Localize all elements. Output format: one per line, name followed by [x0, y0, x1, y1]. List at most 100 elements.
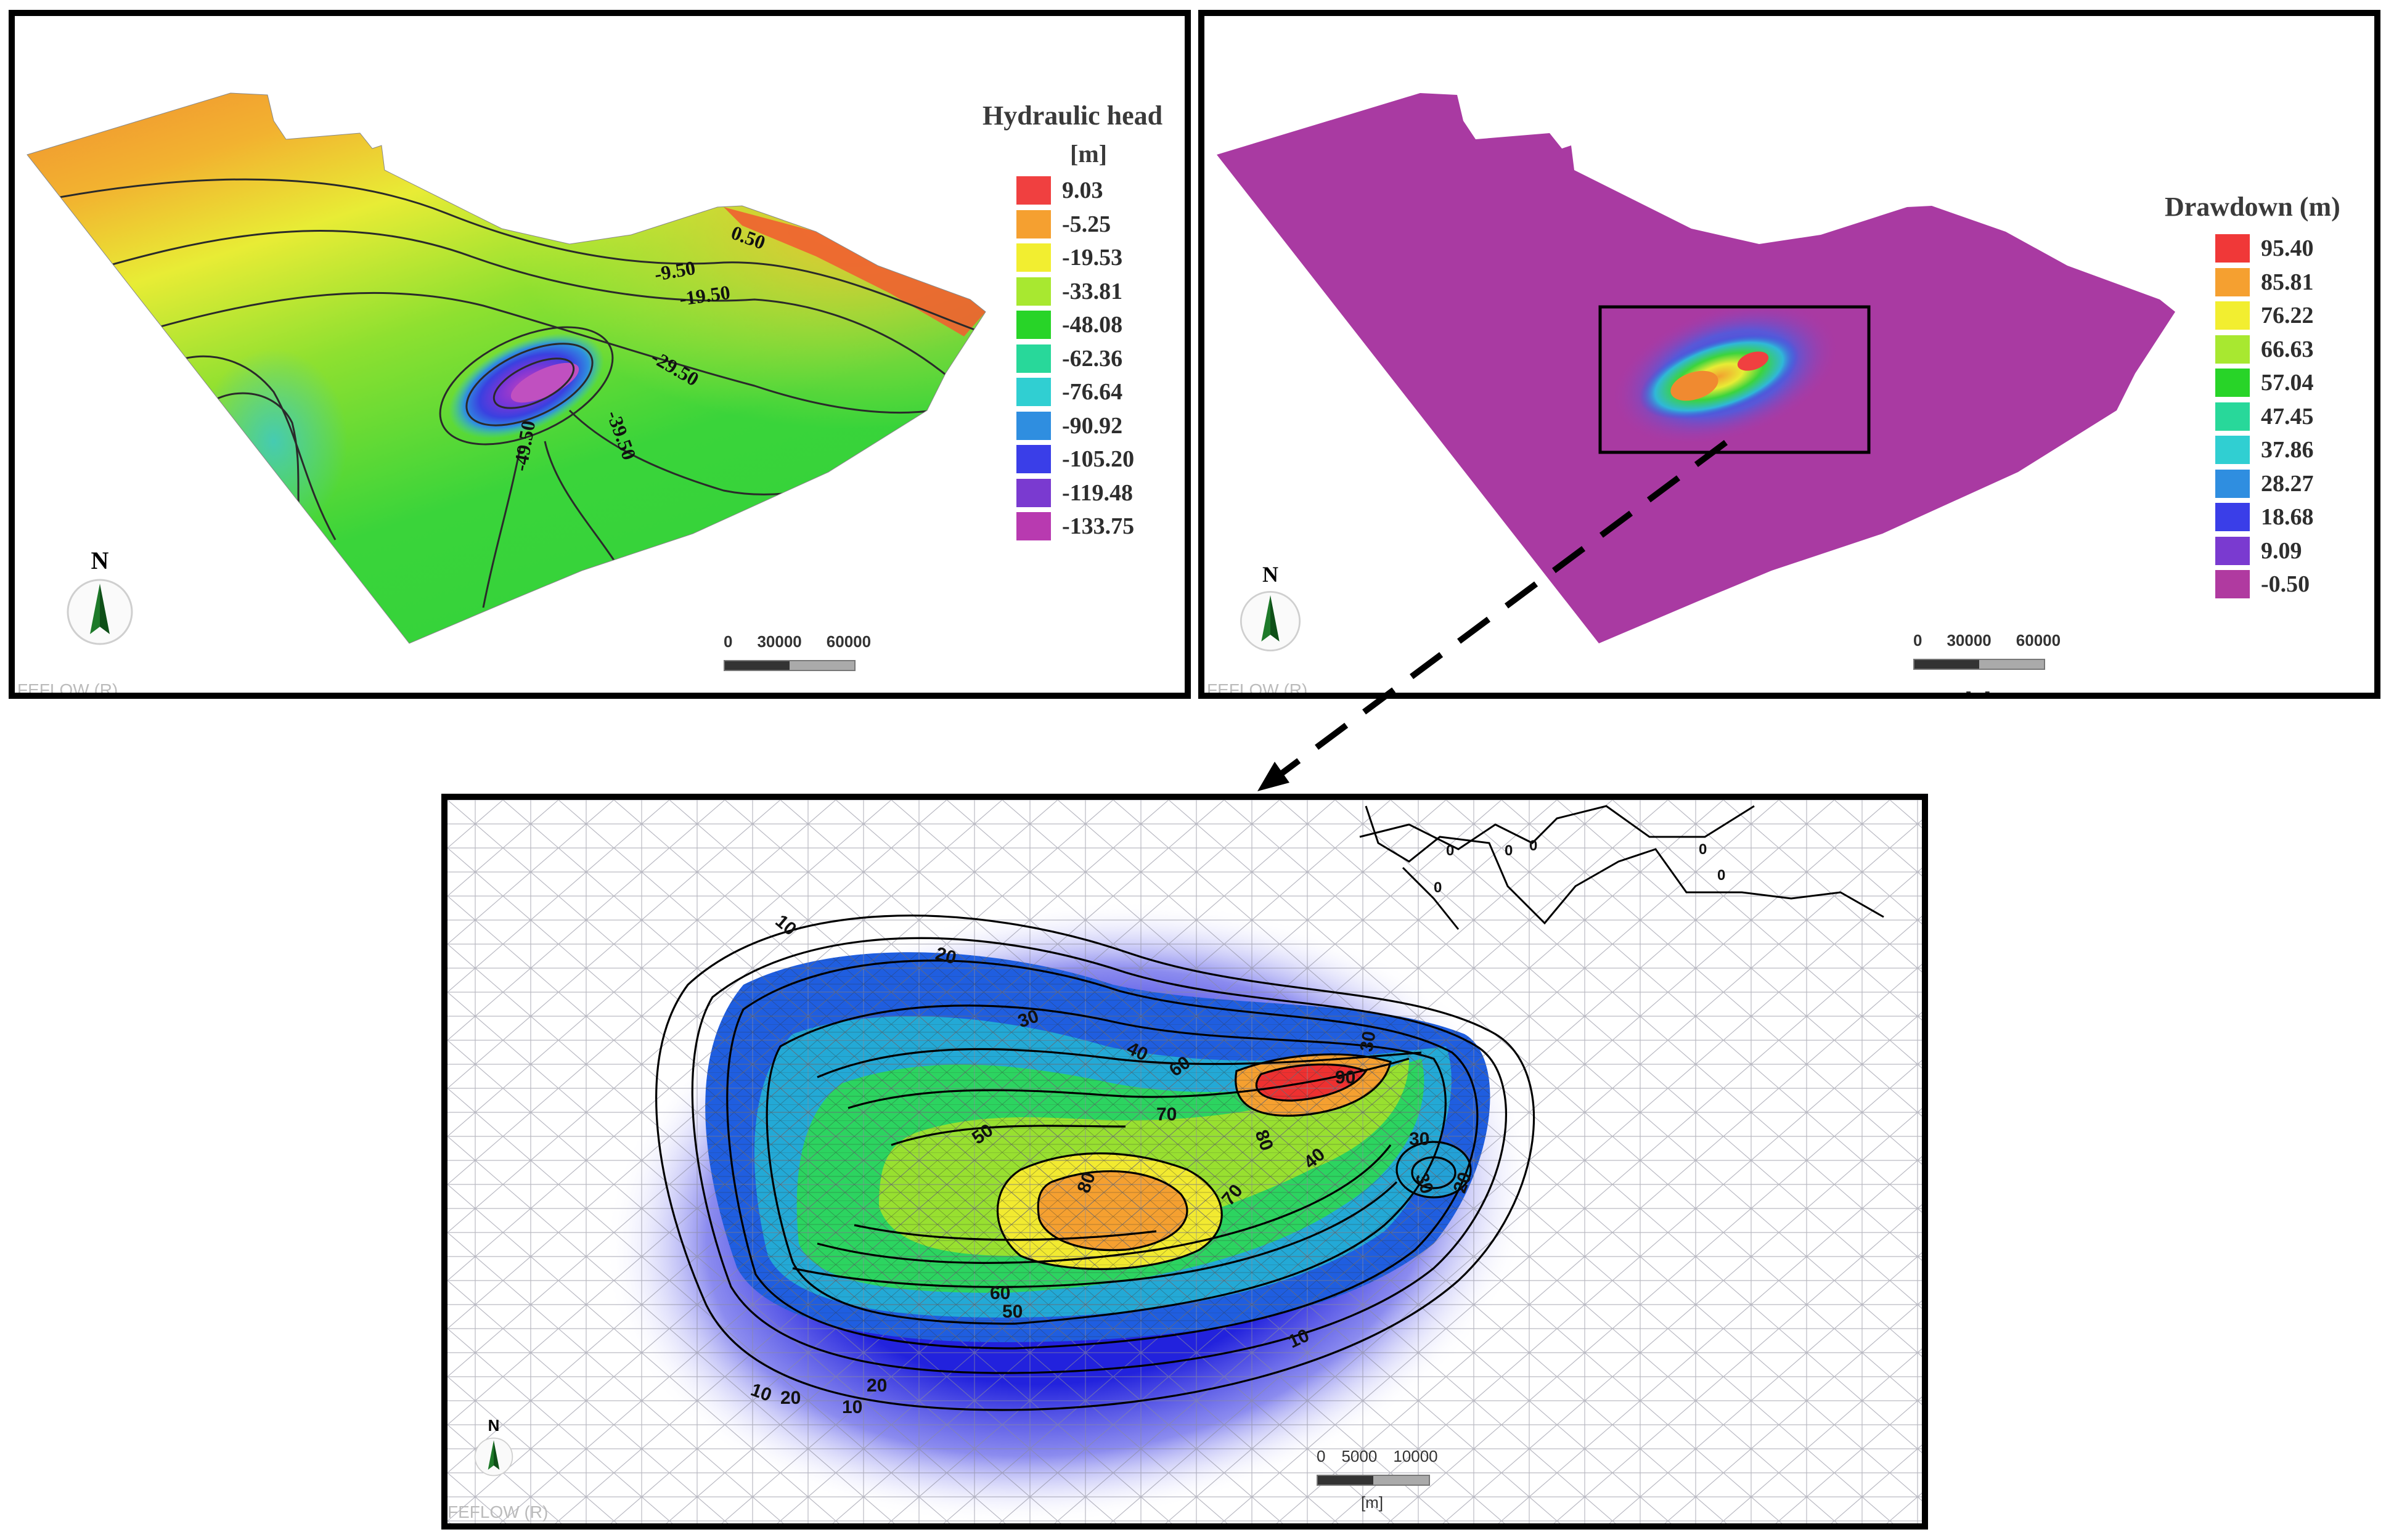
north-arrow-icon	[67, 579, 133, 645]
north-label: N	[1262, 562, 1278, 587]
legend-label: 57.04	[2261, 370, 2314, 396]
drawdown-zoom-map: 10 20 30 40 50 60 70 80 90 80 70 60 50 4…	[447, 800, 1922, 1523]
legend-label: 66.63	[2261, 336, 2314, 362]
north-arrow-icon	[1240, 590, 1301, 652]
drawdown-map	[1217, 93, 2175, 643]
contour-label: 60	[990, 1283, 1010, 1303]
legend-item: -133.75	[1016, 510, 1134, 544]
legend-item: 76.22	[2215, 299, 2314, 333]
legend-swatch	[2215, 234, 2250, 263]
legend-swatch	[2215, 267, 2250, 296]
scale-tick: 30000	[757, 632, 802, 651]
scale-tick: 60000	[826, 632, 872, 651]
legend-item: -105.20	[1016, 442, 1134, 476]
scale-unit: [m]	[1360, 1493, 1384, 1512]
legend-swatch	[1016, 478, 1051, 507]
legend-label: -133.75	[1062, 513, 1135, 540]
contour-label: 30	[1409, 1129, 1429, 1149]
legend-item: 95.40	[2215, 232, 2314, 266]
contour-label: 20	[780, 1388, 801, 1408]
legend-label: 47.45	[2261, 403, 2314, 430]
scale-bar: 0 30000 60000 [m]	[1913, 631, 2061, 699]
legend-label: 76.22	[2261, 303, 2314, 329]
legend-label: -19.53	[1062, 245, 1123, 271]
legend-title: Drawdown (m)	[2165, 192, 2340, 222]
legend-title: Hydraulic head	[983, 100, 1163, 131]
feflow-watermark: FEFLOW (R)	[17, 680, 118, 699]
legend-label: 28.27	[2261, 470, 2314, 497]
legend-item: -62.36	[1016, 342, 1134, 376]
legend-item: -76.64	[1016, 375, 1134, 409]
legend-swatch	[1016, 411, 1051, 440]
scale-tick: 5000	[1341, 1447, 1378, 1465]
scale-tick: 0	[1317, 1447, 1326, 1465]
legend-label: -105.20	[1062, 446, 1135, 473]
legend-item: -0.50	[2215, 568, 2314, 601]
north-arrow: N	[472, 1416, 515, 1481]
north-label: N	[488, 1416, 500, 1435]
small-contour-label: 0	[1446, 842, 1454, 859]
scale-tick: 0	[1913, 631, 1922, 650]
scale-unit: [m]	[775, 690, 801, 699]
contour-label: 20	[867, 1375, 887, 1396]
contour-label: 10	[842, 1397, 862, 1417]
hydraulic-head-legend: 9.03 -5.25 -19.53 -33.81 -48.08 -62.36 -76.64 -…	[1016, 174, 1134, 544]
legend-label: -76.64	[1062, 379, 1123, 405]
legend-label: 9.09	[2261, 537, 2302, 564]
legend-item: 57.04	[2215, 366, 2314, 400]
legend-label: -119.48	[1062, 479, 1134, 506]
legend-swatch	[2215, 436, 2250, 465]
small-contour-label: 0	[1434, 879, 1442, 896]
legend-item: 9.03	[1016, 174, 1134, 208]
north-arrow: N	[1236, 561, 1304, 658]
legend-label: -90.92	[1062, 412, 1123, 439]
feflow-watermark: FEFLOW (R)	[1207, 680, 1308, 699]
legend-label: -62.36	[1062, 345, 1123, 372]
zoom-extent-box	[1598, 305, 1871, 454]
small-contour-label: 0	[1717, 867, 1725, 884]
legend-label: 85.81	[2261, 269, 2314, 295]
drawdown-zoom-panel: 10 20 30 40 50 60 70 80 90 80 70 60 50 4…	[441, 794, 1928, 1530]
legend-swatch	[2215, 301, 2250, 330]
contour-label: 50	[1002, 1302, 1023, 1322]
legend-swatch	[1016, 344, 1051, 373]
legend-swatch	[2215, 536, 2250, 565]
scale-bar: 0 30000 60000 [m]	[724, 632, 872, 699]
legend-item: 18.68	[2215, 500, 2314, 534]
legend-item: 9.09	[2215, 534, 2314, 568]
legend-swatch	[1016, 176, 1051, 205]
legend-label: 95.40	[2261, 235, 2314, 262]
legend-swatch	[2215, 402, 2250, 431]
legend-swatch	[1016, 512, 1051, 541]
small-contour-label: 0	[1529, 837, 1537, 854]
legend-swatch	[2215, 570, 2250, 599]
legend-swatch	[2215, 503, 2250, 532]
legend-swatch	[2215, 369, 2250, 397]
legend-swatch	[1016, 445, 1051, 474]
legend-label: 9.03	[1062, 177, 1103, 204]
scale-bar: 0 5000 10000 [m]	[1317, 1447, 1438, 1512]
legend-item: -119.48	[1016, 476, 1134, 510]
legend-label: -5.25	[1062, 211, 1111, 237]
legend-swatch	[2215, 335, 2250, 364]
scale-tick: 10000	[1393, 1447, 1438, 1465]
legend-swatch	[1016, 243, 1051, 272]
north-arrow: N	[63, 546, 137, 652]
legend-item: 28.27	[2215, 467, 2314, 501]
legend-swatch	[1016, 277, 1051, 306]
scale-unit: [m]	[1965, 688, 1991, 699]
scale-tick: 30000	[1947, 631, 1992, 650]
legend-label: 18.68	[2261, 504, 2314, 531]
legend-label: 37.86	[2261, 437, 2314, 463]
legend-swatch	[2215, 469, 2250, 498]
north-arrow-icon	[474, 1437, 513, 1477]
legend-item: 37.86	[2215, 433, 2314, 467]
small-contour-label: 0	[1505, 842, 1513, 859]
contour-label: 70	[1156, 1104, 1177, 1125]
drawdown-map-panel: Drawdown (m) 95.40 85.81 76.22 66.63 57.04 47…	[1198, 10, 2380, 699]
legend-item: -19.53	[1016, 241, 1134, 275]
legend-item: 47.45	[2215, 400, 2314, 434]
scale-tick: 0	[724, 632, 733, 651]
legend-label: -48.08	[1062, 312, 1123, 338]
